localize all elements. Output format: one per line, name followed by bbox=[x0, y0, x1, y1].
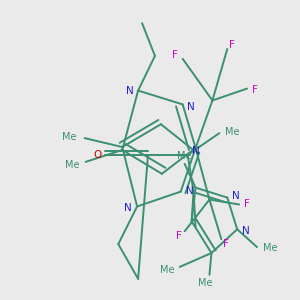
Text: Me: Me bbox=[225, 127, 239, 137]
Text: F: F bbox=[252, 85, 258, 94]
Text: F: F bbox=[176, 231, 182, 241]
Text: F: F bbox=[223, 239, 229, 249]
Text: N: N bbox=[126, 85, 134, 96]
Text: Me: Me bbox=[177, 151, 192, 161]
Text: N: N bbox=[187, 102, 194, 112]
Text: Me: Me bbox=[198, 278, 213, 288]
Text: F: F bbox=[172, 50, 178, 60]
Text: Me: Me bbox=[262, 243, 277, 253]
Text: F: F bbox=[229, 40, 235, 50]
Text: N: N bbox=[124, 203, 132, 214]
Text: N: N bbox=[242, 226, 250, 236]
Text: Me: Me bbox=[160, 265, 174, 275]
Text: Me: Me bbox=[62, 132, 77, 142]
Text: F: F bbox=[244, 200, 250, 209]
Text: O: O bbox=[93, 150, 102, 160]
Text: N: N bbox=[186, 186, 194, 196]
Text: N: N bbox=[232, 190, 240, 201]
Text: N: N bbox=[192, 146, 200, 156]
Text: Me: Me bbox=[65, 160, 80, 170]
